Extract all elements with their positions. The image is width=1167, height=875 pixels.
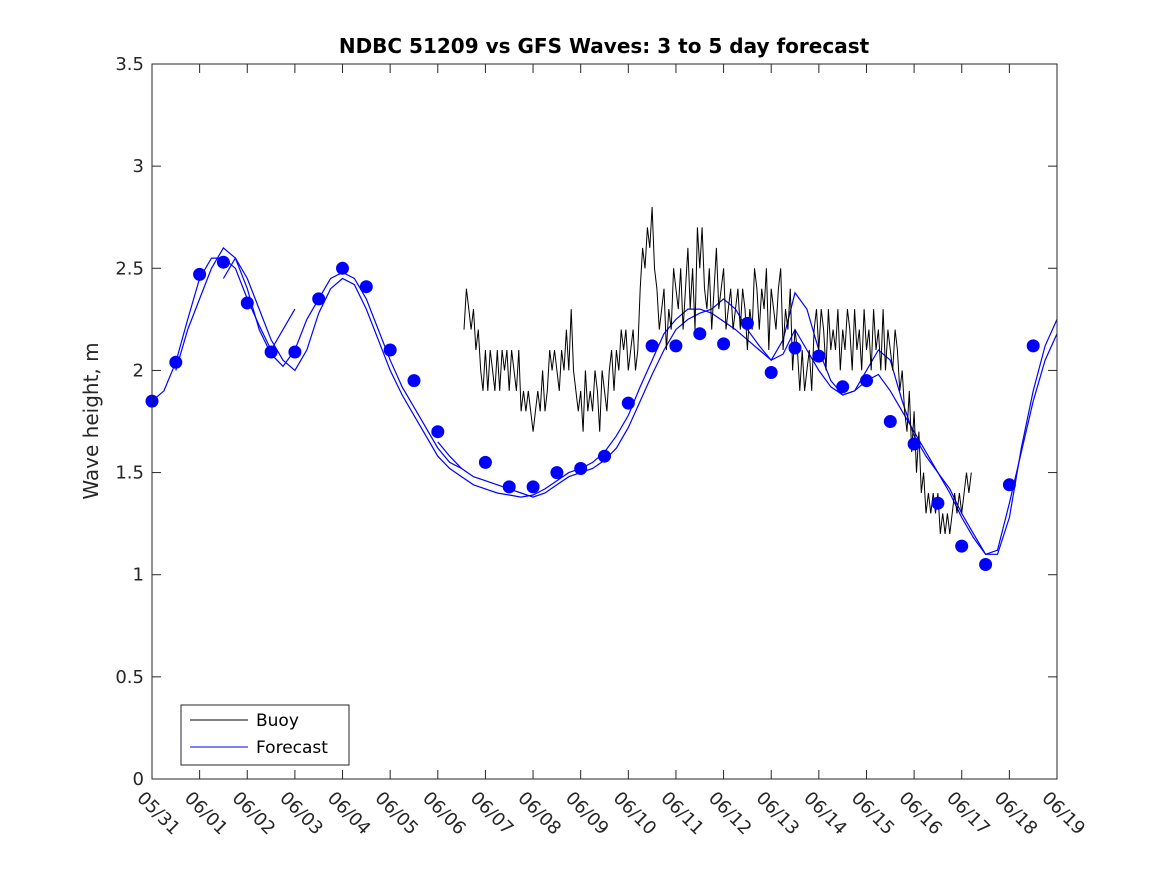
forecast-marker <box>407 374 421 388</box>
forecast-marker <box>336 261 349 275</box>
forecast-marker <box>693 327 707 341</box>
forecast-marker <box>1026 339 1040 353</box>
forecast-marker <box>312 292 326 306</box>
forecast-marker <box>621 396 635 410</box>
forecast-marker <box>836 380 850 394</box>
forecast-marker <box>383 343 397 357</box>
forecast-marker <box>431 425 445 439</box>
forecast-marker <box>883 415 897 428</box>
forecast-marker <box>907 437 921 451</box>
y-tick-label: 1 <box>133 565 144 586</box>
forecast-marker <box>502 480 516 494</box>
forecast-marker <box>574 462 588 475</box>
forecast-marker <box>979 558 993 571</box>
forecast-marker <box>764 366 778 379</box>
forecast-marker <box>740 316 754 330</box>
y-tick-label: 1.5 <box>115 463 144 484</box>
forecast-marker <box>812 349 826 363</box>
forecast-marker <box>931 496 945 510</box>
legend-box <box>180 704 350 766</box>
forecast-marker <box>598 449 611 463</box>
forecast-marker <box>216 255 230 269</box>
plot-area <box>145 63 1058 780</box>
forecast-marker <box>1002 478 1016 492</box>
y-tick-label: 0.5 <box>115 667 144 688</box>
legend: Buoy Forecast <box>180 704 350 766</box>
y-tick-label: 2 <box>133 360 144 381</box>
legend-label-forecast: Forecast <box>256 738 328 758</box>
forecast-marker <box>717 337 731 351</box>
forecast-marker <box>288 345 302 359</box>
chart-title: NDBC 51209 vs GFS Waves: 3 to 5 day fore… <box>339 34 870 58</box>
forecast-marker <box>478 455 492 469</box>
forecast-marker <box>240 296 254 310</box>
forecast-marker <box>264 345 278 359</box>
forecast-marker <box>645 339 659 353</box>
forecast-marker <box>788 341 802 355</box>
forecast-marker <box>169 355 183 369</box>
plot-background <box>152 64 1057 779</box>
forecast-marker <box>860 374 873 388</box>
forecast-marker <box>669 339 683 353</box>
y-tick-label: 0 <box>133 769 144 790</box>
y-tick-label: 3.5 <box>115 54 144 75</box>
y-tick-label: 2.5 <box>115 258 144 279</box>
forecast-marker <box>955 539 969 553</box>
y-axis: 0 0.5 1 1.5 2 2.5 3 3.5 <box>115 54 1057 790</box>
y-axis-label: Wave height, m <box>79 342 103 499</box>
plot-frame <box>151 63 1058 780</box>
forecast-marker <box>550 466 564 480</box>
forecast-marker <box>359 280 373 294</box>
forecast-marker <box>526 480 540 494</box>
buoy-line <box>463 206 972 534</box>
legend-label-buoy: Buoy <box>256 711 299 731</box>
y-tick-label: 3 <box>133 156 144 177</box>
forecast-marker <box>193 267 207 281</box>
